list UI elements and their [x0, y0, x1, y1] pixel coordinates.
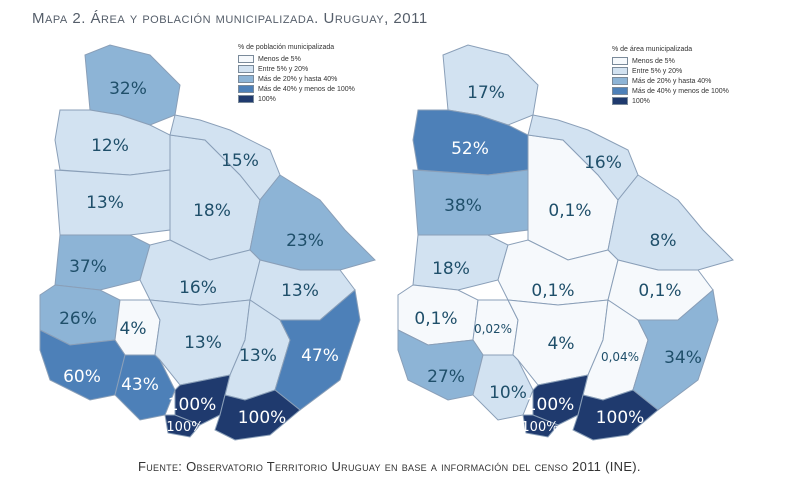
legend-population: % de población municipalizada Menos de 5%… [238, 44, 355, 104]
legend-item: Más de 40% y menos de 100% [612, 86, 729, 96]
legend-item: Más de 20% y hasta 40% [238, 74, 355, 84]
region-value-label: 16% [584, 153, 622, 173]
region-value-label: 13% [281, 281, 319, 301]
legend-title: % de área municipalizada [612, 46, 693, 53]
legend-swatch [612, 87, 628, 95]
region-value-label: 38% [444, 196, 482, 216]
region-value-label: 23% [286, 231, 324, 251]
legend-item: Entre 5% y 20% [612, 66, 729, 76]
region-value-label: 26% [59, 309, 97, 329]
department-region [522, 414, 559, 438]
legend-swatch [612, 97, 628, 105]
legend-area: % de área municipalizada Menos de 5% Entre… [612, 46, 729, 106]
region-value-label: 8% [650, 231, 677, 251]
region-value-label: 100% [526, 395, 575, 415]
map-population: 32% 12% 13% 18% 15% 23% 37% 16% 13% 26% 4% 13% 13% 47… [39, 44, 376, 441]
region-value-label: 0,1% [638, 281, 681, 301]
legend-item: Menos de 5% [612, 56, 729, 66]
region-value-label: 4% [548, 334, 575, 354]
region-value-label: 18% [432, 259, 470, 279]
figure-title: Mapa 2. Área y población municipalizada.… [32, 10, 428, 27]
region-value-label: 43% [121, 375, 159, 395]
region-value-label: 100% [238, 408, 287, 428]
department-region [472, 354, 534, 421]
legend-swatch [238, 65, 254, 73]
region-value-label: 16% [179, 278, 217, 298]
legend-swatch [238, 85, 254, 93]
region-value-label: 27% [427, 367, 465, 387]
legend-swatch [612, 57, 628, 65]
region-value-label: 0,1% [548, 201, 591, 221]
region-value-label: 13% [86, 193, 124, 213]
legend-swatch [238, 75, 254, 83]
legend-item: Más de 20% y hasta 40% [612, 76, 729, 86]
legend-item: 100% [612, 96, 729, 106]
legend-item: Entre 5% y 20% [238, 64, 355, 74]
legend-label: Entre 5% y 20% [258, 65, 309, 73]
legend-title: % de población municipalizada [238, 44, 335, 51]
region-value-label: 0,02% [474, 322, 512, 336]
legend-label: Menos de 5% [632, 57, 675, 65]
department-region [114, 354, 176, 421]
region-value-label: 4% [120, 319, 147, 339]
legend-label: Entre 5% y 20% [632, 67, 683, 75]
legend-swatch [612, 77, 628, 85]
region-value-label: 60% [63, 367, 101, 387]
department-region [214, 389, 301, 441]
department-region [274, 289, 361, 411]
department-region [572, 389, 659, 441]
region-value-label: 18% [193, 201, 231, 221]
region-value-label: 34% [664, 348, 702, 368]
region-value-label: 47% [301, 346, 339, 366]
region-value-label: 17% [467, 83, 505, 103]
region-value-label: 0,1% [531, 281, 574, 301]
legend-label: Menos de 5% [258, 55, 301, 63]
legend-swatch [238, 95, 254, 103]
region-value-label: 37% [69, 257, 107, 277]
source-note: Fuente: Observatorio Territorio Uruguay … [138, 459, 641, 474]
department-region [249, 174, 376, 271]
legend-label: Más de 20% y hasta 40% [258, 75, 338, 83]
legend-label: Más de 20% y hasta 40% [632, 77, 712, 85]
region-value-label: 0,1% [414, 309, 457, 329]
legend-label: 100% [632, 97, 650, 105]
legend-swatch [238, 55, 254, 63]
region-value-label: 32% [109, 79, 147, 99]
region-value-label: 100% [166, 420, 203, 435]
legend-label: 100% [258, 95, 276, 103]
region-value-label: 52% [451, 139, 489, 159]
region-value-label: 0,04% [601, 350, 639, 364]
legend-label: Más de 40% y menos de 100% [632, 87, 729, 95]
region-value-label: 13% [239, 346, 277, 366]
region-value-label: 100% [521, 420, 558, 435]
map-area: 17% 52% 38% 0,1% 16% 8% 18% 0,1% 0,1% 0,1% 0,02% 4%… [397, 44, 734, 441]
region-value-label: 12% [91, 136, 129, 156]
legend-label: Más de 40% y menos de 100% [258, 85, 355, 93]
legend-item: Más de 40% y menos de 100% [238, 84, 355, 94]
region-value-label: 13% [184, 333, 222, 353]
legend-item: 100% [238, 94, 355, 104]
region-value-label: 100% [596, 408, 645, 428]
region-value-label: 10% [489, 383, 527, 403]
department-region [164, 414, 201, 438]
legend-swatch [612, 67, 628, 75]
region-value-label: 100% [168, 395, 217, 415]
department-region [632, 289, 719, 411]
region-value-label: 15% [221, 151, 259, 171]
department-region [607, 174, 734, 271]
legend-item: Menos de 5% [238, 54, 355, 64]
